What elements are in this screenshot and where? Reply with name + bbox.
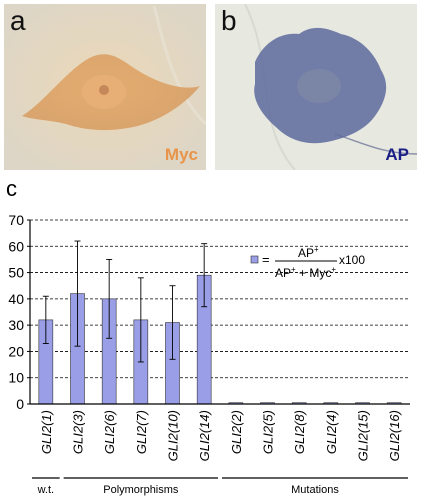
x-tick-label: GLI2(7) — [134, 410, 149, 454]
panel-b-letter: b — [221, 5, 237, 36]
legend-multiplier: x100 — [339, 253, 365, 267]
x-tick-label: GLI2(4) — [324, 410, 339, 454]
legend-numerator: AP+ — [298, 245, 319, 260]
group-labels: w.t. Polymorphisms Mutations — [32, 477, 408, 496]
myc-stain-label: Myc — [164, 145, 198, 164]
x-tick-label: GLI2(10) — [166, 410, 181, 461]
y-tick-label: 20 — [8, 343, 24, 359]
x-tick-label: GLI2(6) — [102, 410, 117, 454]
legend-denominator: AP+ + Myc+ — [275, 265, 336, 280]
ap-stain-label: AP — [385, 145, 409, 164]
x-tick-label: GLI2(8) — [292, 410, 307, 454]
y-tick-label: 0 — [16, 396, 24, 412]
y-tick-label: 10 — [8, 370, 24, 386]
y-tick-label: 50 — [8, 265, 24, 281]
x-tick-label: GLI2(5) — [261, 410, 276, 454]
panel-a-micrograph: a Myc — [4, 4, 206, 170]
panel-a-letter: a — [10, 5, 26, 36]
x-tick-label: GLI2(3) — [71, 410, 86, 454]
panel-c-letter: c — [6, 176, 17, 201]
group-label: w.t. — [37, 484, 55, 496]
ap-cell-image — [215, 4, 417, 170]
y-tick-label: 60 — [8, 238, 24, 254]
group-label: Polymorphisms — [103, 484, 179, 496]
legend-equals: = — [262, 252, 270, 267]
x-tick-label: GLI2(1) — [39, 410, 54, 454]
axes: 0 10 20 30 40 50 60 70 GLI2(1) GLI2(3) GLI2(6) GLI2… — [8, 212, 410, 461]
y-tick-label: 30 — [8, 317, 24, 333]
x-tick-label: GLI2(14) — [197, 410, 212, 461]
bars — [38, 240, 402, 405]
y-tick-label: 70 — [8, 212, 24, 228]
panel-b-micrograph: b AP — [215, 4, 417, 170]
grid-lines — [30, 219, 410, 379]
x-tick-label: GLI2(2) — [229, 410, 244, 454]
legend: = AP+ AP+ + Myc+ x100 — [250, 245, 365, 280]
legend-swatch — [250, 255, 259, 264]
x-tick-label: GLI2(15) — [356, 410, 371, 461]
myc-cell-image — [4, 4, 206, 170]
x-tick-label: GLI2(16) — [387, 410, 402, 461]
y-tick-label: 40 — [8, 291, 24, 307]
group-label: Mutations — [291, 484, 339, 496]
